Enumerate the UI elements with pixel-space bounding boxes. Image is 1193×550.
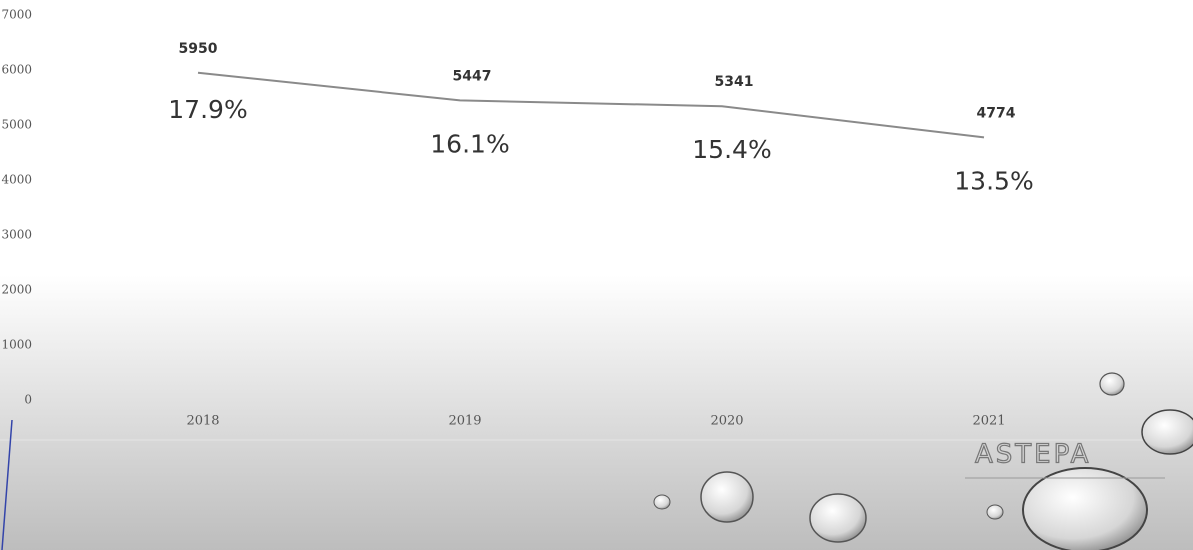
- x-tick-label: 2020: [710, 414, 743, 429]
- water-drop: [700, 471, 754, 523]
- value-label: 5447: [453, 68, 492, 84]
- decoration: [653, 372, 1193, 550]
- y-tick-label: 3000: [1, 228, 32, 242]
- y-tick-label: 0: [24, 393, 32, 407]
- water-drop: [809, 493, 867, 543]
- water-drop: [653, 494, 671, 510]
- water-drop: [986, 504, 1004, 520]
- series-line: [197, 71, 985, 139]
- water-drop: [1141, 409, 1193, 455]
- percentage-label: 13.5%: [954, 166, 1033, 195]
- y-tick-label: 4000: [1, 173, 32, 187]
- value-label: 5950: [179, 41, 218, 57]
- percentage-label: 16.1%: [430, 129, 509, 158]
- water-drop: [1022, 467, 1148, 550]
- edge-line: [1, 419, 13, 550]
- y-tick-label: 6000: [1, 63, 32, 77]
- value-label: 5341: [715, 74, 754, 90]
- y-tick-label: 7000: [1, 8, 32, 22]
- logo: ASTEPA: [975, 440, 1091, 470]
- y-tick-label: 2000: [1, 283, 32, 297]
- percentage-label: 15.4%: [692, 135, 771, 164]
- x-tick-label: 2018: [186, 414, 219, 429]
- water-drop: [1099, 372, 1125, 396]
- percentage-label: 17.9%: [168, 95, 247, 124]
- y-tick-label: 1000: [1, 338, 32, 352]
- x-tick-label: 2019: [448, 414, 481, 429]
- value-label: 4774: [977, 105, 1016, 121]
- x-tick-label: 2021: [972, 414, 1005, 429]
- y-tick-label: 5000: [1, 118, 32, 132]
